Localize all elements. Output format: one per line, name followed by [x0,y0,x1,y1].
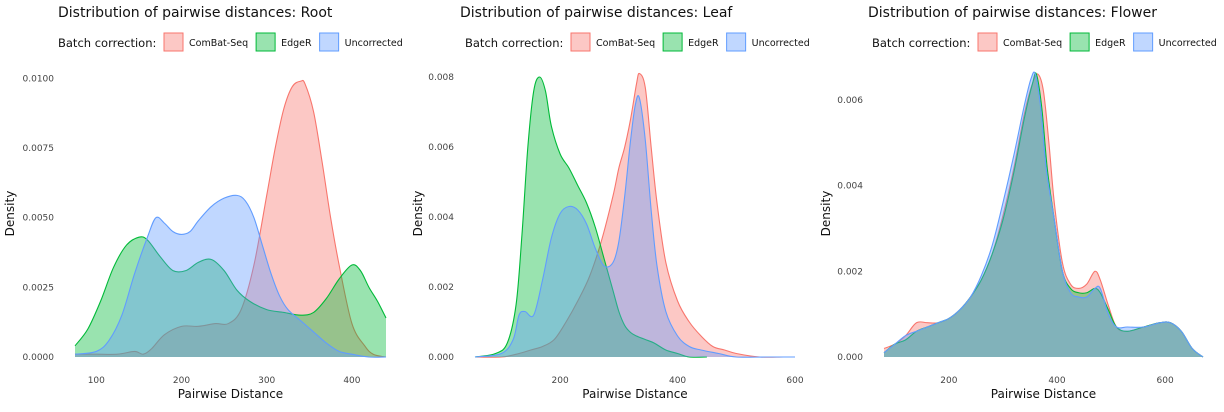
chart-panel-1: Distribution of pairwise distances: Root… [3,5,403,401]
y-axis-label: Density [819,191,833,237]
y-tick-label: 0.004 [428,213,454,223]
x-tick-label: 400 [1048,376,1065,386]
y-tick-label: 0.0100 [23,74,55,84]
legend-label: EdgeR [1095,38,1126,49]
y-tick-label: 0.002 [428,283,454,293]
legend-key [1069,32,1090,52]
legend-label: Uncorrected [752,38,810,49]
legend-label: Uncorrected [345,38,403,49]
legend-title: Batch correction: [58,36,156,50]
density-area-edger [884,72,1203,358]
legend-label: EdgeR [281,38,312,49]
x-tick-label: 400 [669,376,686,386]
legend-label: ComBat-Seq [189,38,248,49]
y-tick-label: 0.000 [837,353,863,363]
density-area-uncorrected [884,72,1203,358]
x-tick-label: 600 [1157,376,1174,386]
y-tick-label: 0.006 [428,143,454,153]
legend-key [662,32,683,52]
legend-title: Batch correction: [872,36,970,50]
density-line-uncorrected [883,71,1204,358]
density-areas [883,71,1204,358]
legend-title: Batch correction: [465,36,563,50]
x-tick-label: 400 [343,376,360,386]
density-line-uncorrected [474,95,795,358]
y-tick-label: 0.002 [837,267,863,277]
legend: Batch correction: ComBat-Seq EdgeR Uncorrec… [872,32,1217,52]
x-axis-label: Pairwise Distance [178,387,283,401]
y-tick-label: 0.006 [837,96,863,106]
x-axis-ticks: 100 200 300 400 [88,376,361,386]
x-tick-label: 200 [940,376,957,386]
y-tick-label: 0.000 [428,353,454,363]
y-axis-label: Density [3,191,17,237]
x-tick-label: 300 [258,376,275,386]
density-area-uncorrected [75,195,386,358]
legend-label: ComBat-Seq [596,38,655,49]
legend: Batch correction: ComBat-Seq EdgeR Uncorrec… [465,32,810,52]
chart-title: Distribution of pairwise distances: Leaf [460,5,733,21]
chart-panel-3: Distribution of pairwise distances: Flow… [819,5,1217,401]
density-areas [74,79,387,358]
legend-key [977,32,998,52]
y-tick-label: 0.0025 [23,283,55,293]
y-axis-ticks: 0.000 0.002 0.004 0.006 0.008 [428,73,454,363]
density-line-edger [474,76,707,358]
y-tick-label: 0.0075 [23,144,55,154]
legend: Batch correction: ComBat-Seq EdgeR Uncorrec… [58,32,403,52]
legend-label: EdgeR [688,38,719,49]
density-areas [474,72,795,358]
x-axis-label: Pairwise Distance [991,387,1096,401]
density-line-uncorrected [74,194,387,358]
chart-title: Distribution of pairwise distances: Flow… [868,5,1157,21]
chart-panel-2: Distribution of pairwise distances: Leaf… [411,5,810,401]
legend-key [319,32,340,52]
y-axis-ticks: 0.0000 0.0025 0.0050 0.0075 0.0100 [23,74,55,363]
legend-label: Uncorrected [1159,38,1217,49]
y-tick-label: 0.0050 [23,214,55,224]
x-tick-label: 100 [88,376,105,386]
x-tick-label: 600 [786,376,803,386]
y-axis-label: Density [411,191,425,237]
x-axis-ticks: 200 400 600 [940,376,1174,386]
density-line-edger [74,236,387,347]
x-tick-label: 200 [552,376,569,386]
chart-title: Distribution of pairwise distances: Root [58,5,333,21]
y-tick-label: 0.0000 [23,353,55,363]
legend-label: ComBat-Seq [1003,38,1062,49]
density-area-edger [475,77,707,358]
density-area-combat-seq [75,80,386,358]
x-axis-label: Pairwise Distance [582,387,687,401]
density-area-combat-seq [475,73,795,358]
legend-key [163,32,184,52]
legend-key [255,32,276,52]
y-tick-label: 0.008 [428,73,454,83]
x-axis-ticks: 200 400 600 [552,376,804,386]
legend-key [1133,32,1154,52]
density-line-combat-seq [474,72,795,358]
y-axis-ticks: 0.000 0.002 0.004 0.006 [837,96,863,363]
density-area-uncorrected [475,95,795,358]
density-area-combat-seq [884,73,1203,358]
legend-key [726,32,747,52]
density-line-combat-seq [75,79,387,358]
x-tick-label: 200 [173,376,190,386]
y-tick-label: 0.004 [837,182,863,192]
legend-key [570,32,591,52]
